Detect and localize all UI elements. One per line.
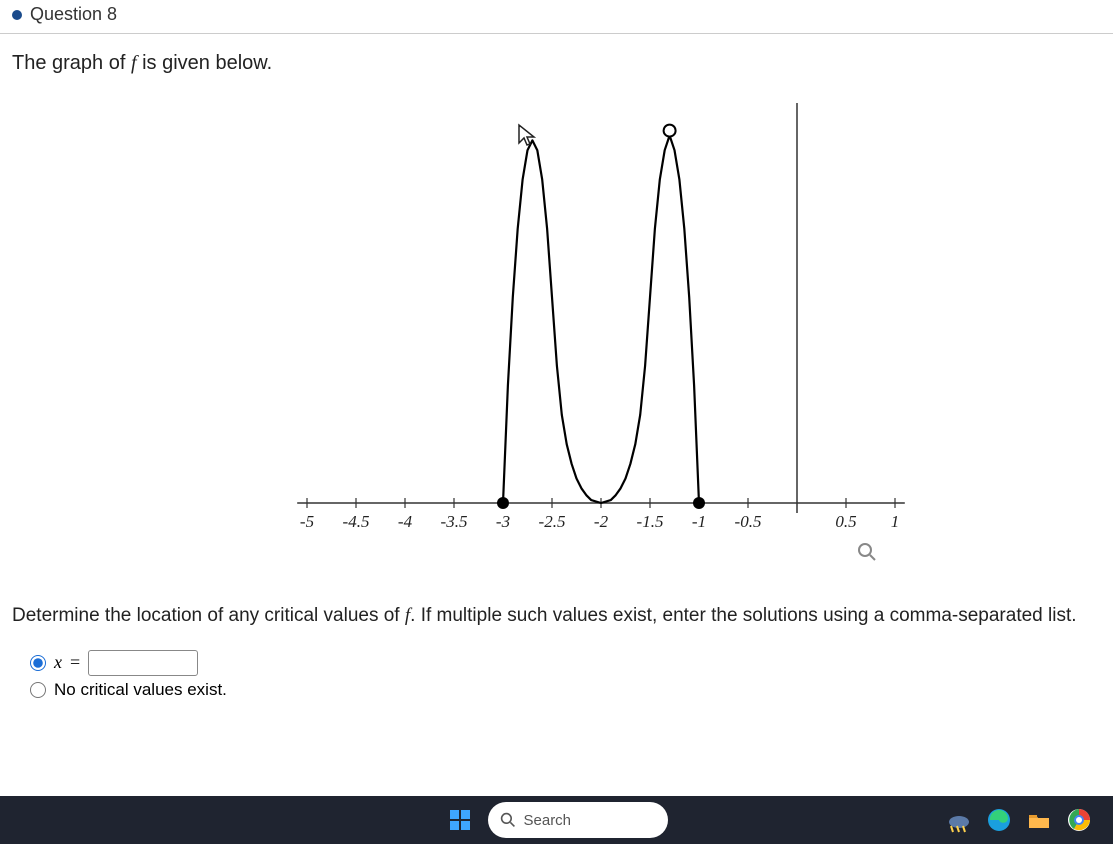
weather-icon[interactable] <box>945 806 973 834</box>
chart-svg: -5 -4.5 -4 -3.5 -3 -2.5 -2 -1.5 -1 -0.5 0.5 1 <box>207 93 907 553</box>
prompt-text: The graph of f is given below. <box>0 34 1113 83</box>
taskbar-tray <box>945 806 1093 834</box>
page: Question 8 The graph of f is given below… <box>0 0 1113 844</box>
folder-icon[interactable] <box>1025 806 1053 834</box>
question-number: Question 8 <box>30 4 117 25</box>
taskbar-search[interactable]: Search <box>488 802 668 838</box>
question-bullet-icon <box>12 10 22 20</box>
x-var: x <box>54 652 62 673</box>
taskbar: Search <box>0 796 1113 844</box>
search-icon <box>500 812 516 828</box>
svg-text:-1: -1 <box>691 512 705 531</box>
x-eq: = <box>70 652 80 673</box>
svg-text:-1.5: -1.5 <box>636 512 663 531</box>
radio-none[interactable] <box>30 682 46 698</box>
svg-text:-0.5: -0.5 <box>734 512 761 531</box>
answer-block: x = No critical values exist. <box>0 638 1113 712</box>
svg-text:-3.5: -3.5 <box>440 512 467 531</box>
instr-post: . If multiple such values exist, enter t… <box>410 605 1076 626</box>
instructions-text: Determine the location of any critical v… <box>0 573 1113 638</box>
answer-option-none[interactable]: No critical values exist. <box>30 680 1101 700</box>
svg-text:-4: -4 <box>397 512 412 531</box>
instr-pre: Determine the location of any critical v… <box>12 605 405 626</box>
zoom-icon[interactable] <box>857 542 877 567</box>
chart-container: -5 -4.5 -4 -3.5 -3 -2.5 -2 -1.5 -1 -0.5 0.5 1 <box>207 93 907 573</box>
svg-text:-5: -5 <box>299 512 313 531</box>
question-header: Question 8 <box>0 0 1113 34</box>
windows-start-icon[interactable] <box>446 806 474 834</box>
svg-text:-2.5: -2.5 <box>538 512 565 531</box>
svg-text:-3: -3 <box>495 512 509 531</box>
svg-text:1: 1 <box>890 512 899 531</box>
prompt-pre: The graph of <box>12 52 131 74</box>
edge-icon[interactable] <box>985 806 1013 834</box>
answer-option-x[interactable]: x = <box>30 650 1101 676</box>
chrome-icon[interactable] <box>1065 806 1093 834</box>
svg-text:-4.5: -4.5 <box>342 512 369 531</box>
prompt-post: is given below. <box>137 52 273 74</box>
svg-text:-2: -2 <box>593 512 608 531</box>
svg-text:0.5: 0.5 <box>835 512 856 531</box>
x-input[interactable] <box>88 650 198 676</box>
cursor-icon <box>517 123 537 153</box>
radio-x[interactable] <box>30 655 46 671</box>
none-label: No critical values exist. <box>54 680 227 700</box>
search-placeholder: Search <box>524 812 572 829</box>
